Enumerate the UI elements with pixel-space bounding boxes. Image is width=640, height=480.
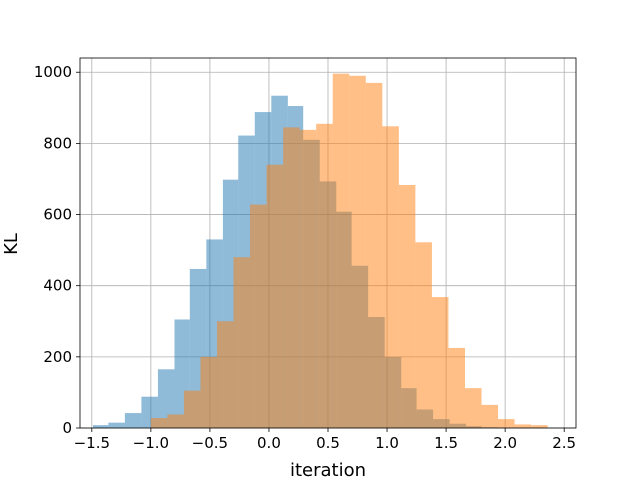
histogram-bar-series-2: [183, 390, 201, 428]
histogram-bar-series-2: [415, 242, 432, 428]
histogram-bar-series-1: [92, 425, 109, 428]
x-tick-label: 1.0: [375, 434, 399, 452]
x-tick-label: 0.0: [257, 434, 281, 452]
histogram-bar-series-2: [498, 419, 515, 428]
histogram-bar-series-2: [481, 404, 499, 428]
histogram-bar-series-2: [382, 126, 399, 429]
histogram-bar-series-2: [233, 257, 251, 428]
histogram-bar-series-2: [464, 388, 482, 428]
ticks-layer: −1.5 −1.0 −0.5 0.0 0.5 1.0 1.5 2.0 2.5 0 200 400 600…: [34, 63, 576, 452]
histogram-bar-series-2: [316, 123, 333, 428]
y-tick-label: 1000: [34, 63, 72, 81]
histogram-bar-series-2: [266, 164, 284, 428]
plot-frame: [79, 57, 577, 429]
histogram-bar-series-2: [431, 297, 449, 428]
x-tick-label: 2.0: [493, 434, 517, 452]
histogram-bar-series-1: [124, 413, 142, 428]
histogram-bar-series-2: [150, 418, 168, 428]
x-tick-label: 2.5: [552, 434, 576, 452]
y-tick-label: 800: [43, 134, 72, 152]
histogram-bar-series-2: [216, 321, 234, 428]
histogram-bar-series-2: [283, 127, 300, 428]
x-axis-label: iteration: [290, 460, 366, 480]
y-axis-label: KL: [1, 233, 22, 255]
x-tick-label: −1.5: [74, 434, 110, 452]
y-tick-label: 600: [43, 206, 72, 224]
histogram-bar-series-2: [200, 356, 217, 428]
histogram-bar-series-2: [531, 425, 548, 428]
histogram-bar-series-1: [157, 369, 175, 428]
x-tick-label: −0.5: [192, 434, 228, 452]
bars-layer: [92, 73, 548, 429]
histogram-bar-series-2: [299, 129, 317, 428]
histogram-bar-series-2: [167, 414, 184, 428]
histogram-bar-series-2: [448, 347, 465, 428]
x-tick-label: 0.5: [316, 434, 340, 452]
histogram-bar-series-2: [514, 424, 532, 428]
histogram-bar-series-2: [349, 75, 366, 429]
histogram-bar-series-1: [108, 422, 125, 428]
histogram-bar-series-2: [365, 82, 383, 429]
y-tick-label: 0: [62, 419, 72, 437]
y-tick-label: 400: [43, 277, 72, 295]
histogram-bar-series-2: [250, 204, 267, 428]
y-tick-label: 200: [43, 348, 72, 366]
histogram-bar-series-2: [332, 73, 350, 429]
x-tick-label: −1.0: [133, 434, 169, 452]
x-tick-label: 1.5: [434, 434, 458, 452]
histogram-bar-series-2: [398, 185, 416, 428]
